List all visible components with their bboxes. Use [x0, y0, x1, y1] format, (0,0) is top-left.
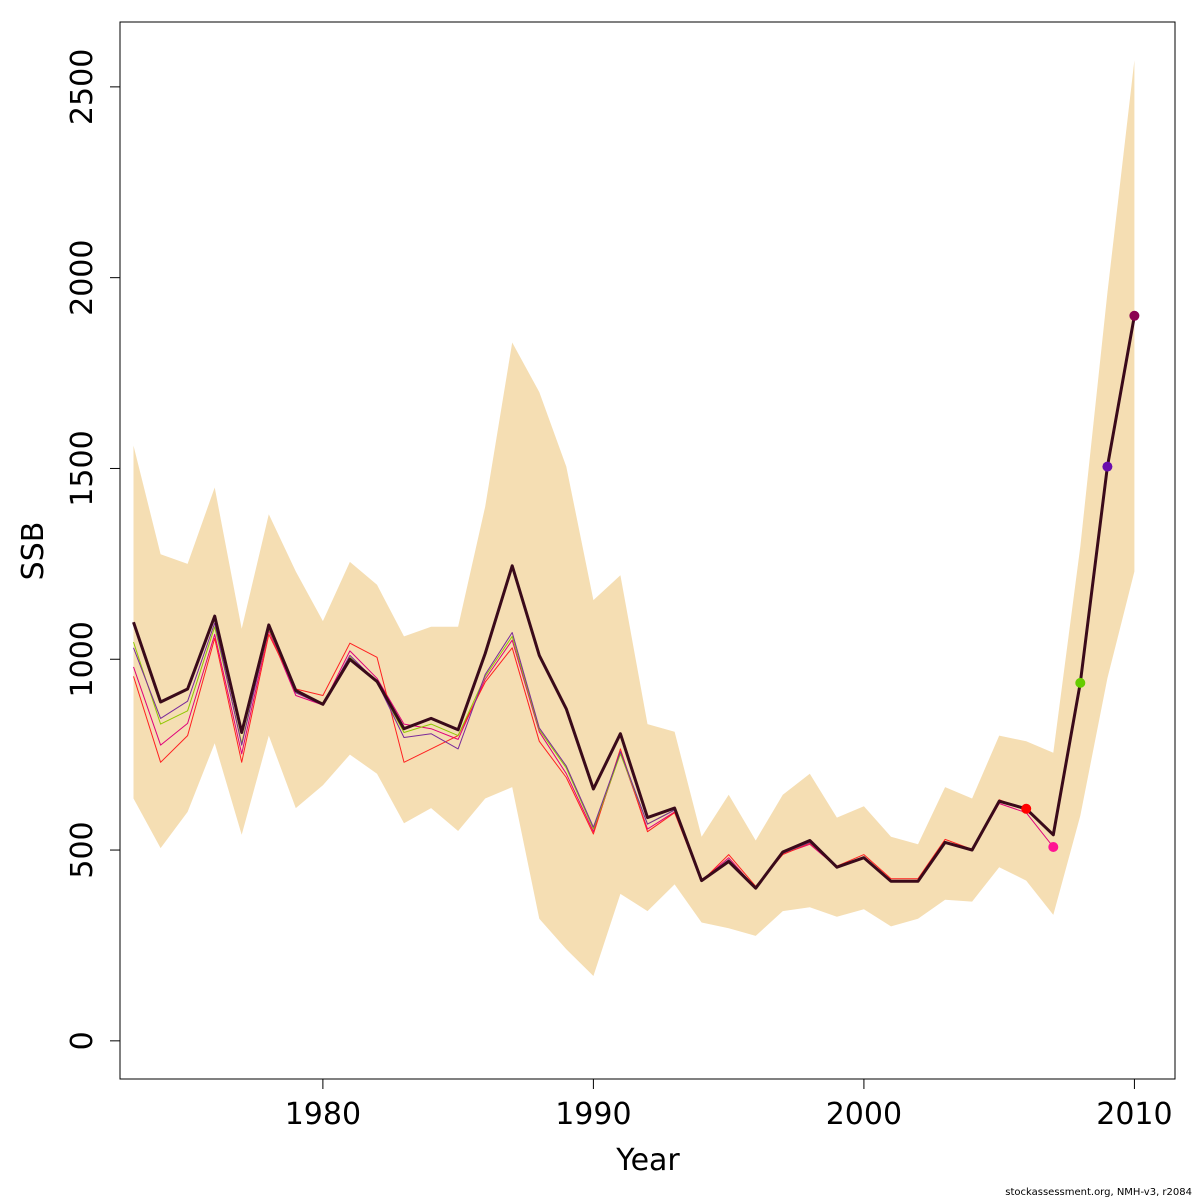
endpoint-markers [1021, 310, 1140, 852]
endpoint-marker [1048, 842, 1059, 852]
endpoint-marker [1021, 803, 1032, 814]
y-tick-label: 1000 [65, 621, 100, 697]
y-tick-label: 2000 [65, 240, 100, 316]
x-tick-label: 1980 [285, 1097, 361, 1132]
x-axis: 1980 1990 2000 2010 [285, 1079, 1173, 1132]
x-tick-label: 2010 [1096, 1097, 1172, 1132]
x-tick-label: 1990 [555, 1097, 631, 1132]
x-tick-label: 2000 [826, 1097, 902, 1132]
confidence-band-area [133, 60, 1135, 976]
plot-frame [119, 21, 1176, 1080]
endpoint-marker [1102, 461, 1113, 472]
confidence-band [133, 60, 1135, 976]
series-line-main [132, 315, 1136, 890]
y-axis: 0 500 1000 1500 2000 2500 [65, 49, 120, 1050]
series-lines [132, 315, 1136, 890]
y-axis-title: SSB [16, 522, 51, 581]
y-tick-label: 2500 [65, 49, 100, 125]
endpoint-marker [1129, 310, 1140, 321]
endpoint-marker [1075, 677, 1086, 688]
y-tick-label: 500 [65, 821, 100, 878]
footer-credit: stockassessment.org, NMH-v3, r2084 [1005, 1187, 1192, 1198]
x-axis-title: Year [615, 1143, 680, 1178]
series-line-retro-2 [133, 633, 1027, 887]
y-tick-label: 0 [65, 1031, 100, 1050]
y-tick-label: 1500 [65, 430, 100, 506]
